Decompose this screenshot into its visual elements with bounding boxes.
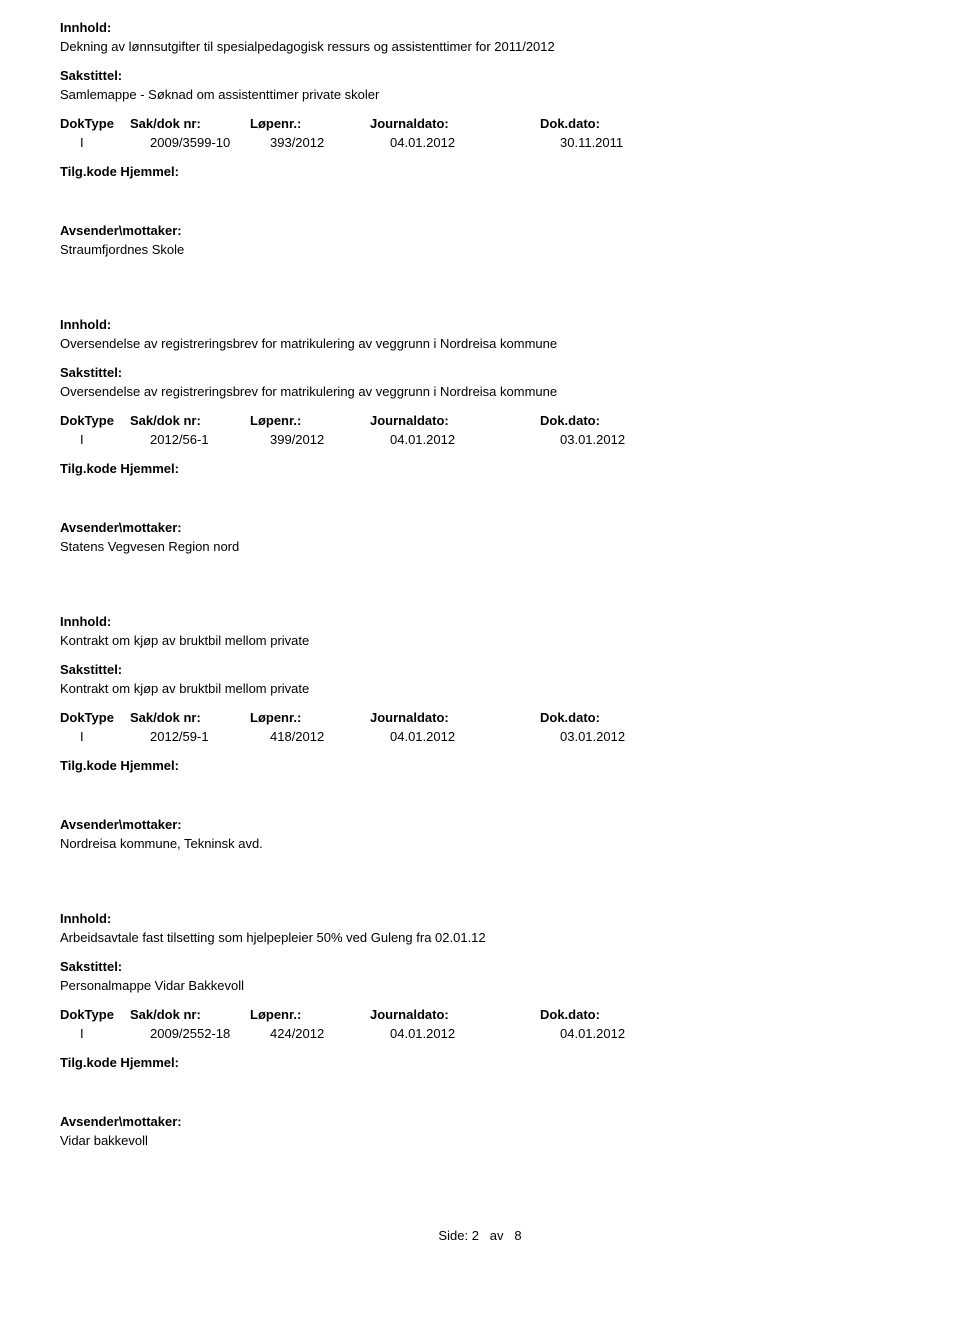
table-data-row: I 2012/56-1 399/2012 04.01.2012 03.01.20… (60, 432, 900, 447)
innhold-text: Arbeidsavtale fast tilsetting som hjelpe… (60, 930, 900, 945)
footer-sep: av (490, 1228, 504, 1243)
header-doktype: DokType (60, 710, 130, 725)
innhold-text: Kontrakt om kjøp av bruktbil mellom priv… (60, 633, 900, 648)
journal-entry: Innhold: Dekning av lønnsutgifter til sp… (60, 20, 900, 257)
cell-dokdato: 30.11.2011 (560, 135, 730, 150)
spacer (60, 490, 900, 520)
header-lopenr: Løpenr.: (250, 1007, 370, 1022)
sakstittel-label: Sakstittel: (60, 68, 900, 83)
footer-total: 8 (514, 1228, 521, 1243)
header-journaldato: Journaldato: (370, 413, 540, 428)
header-saknr: Sak/dok nr: (130, 1007, 250, 1022)
cell-lopenr: 418/2012 (270, 729, 390, 744)
cell-lopenr: 393/2012 (270, 135, 390, 150)
header-dokdato: Dok.dato: (540, 1007, 710, 1022)
avsender-text: Straumfjordnes Skole (60, 242, 900, 257)
spacer (60, 1084, 900, 1114)
cell-saknr: 2012/56-1 (150, 432, 270, 447)
sakstittel-text: Personalmappe Vidar Bakkevoll (60, 978, 900, 993)
header-lopenr: Løpenr.: (250, 116, 370, 131)
header-lopenr: Løpenr.: (250, 413, 370, 428)
table-data-row: I 2009/2552-18 424/2012 04.01.2012 04.01… (60, 1026, 900, 1041)
cell-journaldato: 04.01.2012 (390, 729, 560, 744)
innhold-label: Innhold: (60, 317, 900, 332)
cell-saknr: 2009/3599-10 (150, 135, 270, 150)
avsender-label: Avsender\mottaker: (60, 817, 900, 832)
header-dokdato: Dok.dato: (540, 413, 710, 428)
sakstittel-text: Samlemappe - Søknad om assistenttimer pr… (60, 87, 900, 102)
spacer (60, 193, 900, 223)
journal-entry: Innhold: Kontrakt om kjøp av bruktbil me… (60, 614, 900, 851)
cell-saknr: 2009/2552-18 (150, 1026, 270, 1041)
header-doktype: DokType (60, 413, 130, 428)
header-saknr: Sak/dok nr: (130, 413, 250, 428)
cell-journaldato: 04.01.2012 (390, 1026, 560, 1041)
innhold-label: Innhold: (60, 614, 900, 629)
footer-current: 2 (472, 1228, 479, 1243)
spacer (60, 787, 900, 817)
sakstittel-label: Sakstittel: (60, 959, 900, 974)
header-saknr: Sak/dok nr: (130, 116, 250, 131)
header-journaldato: Journaldato: (370, 116, 540, 131)
innhold-label: Innhold: (60, 911, 900, 926)
header-doktype: DokType (60, 116, 130, 131)
cell-doktype: I (60, 135, 150, 150)
cell-dokdato: 04.01.2012 (560, 1026, 730, 1041)
sakstittel-text: Kontrakt om kjøp av bruktbil mellom priv… (60, 681, 900, 696)
table-data-row: I 2012/59-1 418/2012 04.01.2012 03.01.20… (60, 729, 900, 744)
sakstittel-text: Oversendelse av registreringsbrev for ma… (60, 384, 900, 399)
cell-lopenr: 399/2012 (270, 432, 390, 447)
journal-entry: Innhold: Arbeidsavtale fast tilsetting s… (60, 911, 900, 1148)
table-header-row: DokType Sak/dok nr: Løpenr.: Journaldato… (60, 116, 900, 131)
table-header-row: DokType Sak/dok nr: Løpenr.: Journaldato… (60, 413, 900, 428)
innhold-label: Innhold: (60, 20, 900, 35)
header-journaldato: Journaldato: (370, 710, 540, 725)
tilgkode-label: Tilg.kode Hjemmel: (60, 461, 900, 476)
journal-entry: Innhold: Oversendelse av registreringsbr… (60, 317, 900, 554)
page-footer: Side: 2 av 8 (60, 1228, 900, 1243)
cell-doktype: I (60, 432, 150, 447)
document-page: Innhold: Dekning av lønnsutgifter til sp… (0, 0, 960, 1283)
cell-journaldato: 04.01.2012 (390, 135, 560, 150)
cell-doktype: I (60, 1026, 150, 1041)
header-saknr: Sak/dok nr: (130, 710, 250, 725)
avsender-label: Avsender\mottaker: (60, 1114, 900, 1129)
innhold-text: Oversendelse av registreringsbrev for ma… (60, 336, 900, 351)
avsender-text: Statens Vegvesen Region nord (60, 539, 900, 554)
cell-journaldato: 04.01.2012 (390, 432, 560, 447)
innhold-text: Dekning av lønnsutgifter til spesialpeda… (60, 39, 900, 54)
cell-doktype: I (60, 729, 150, 744)
cell-lopenr: 424/2012 (270, 1026, 390, 1041)
sakstittel-label: Sakstittel: (60, 662, 900, 677)
avsender-text: Vidar bakkevoll (60, 1133, 900, 1148)
avsender-text: Nordreisa kommune, Tekninsk avd. (60, 836, 900, 851)
cell-saknr: 2012/59-1 (150, 729, 270, 744)
table-header-row: DokType Sak/dok nr: Løpenr.: Journaldato… (60, 710, 900, 725)
tilgkode-label: Tilg.kode Hjemmel: (60, 1055, 900, 1070)
avsender-label: Avsender\mottaker: (60, 520, 900, 535)
sakstittel-label: Sakstittel: (60, 365, 900, 380)
header-journaldato: Journaldato: (370, 1007, 540, 1022)
header-doktype: DokType (60, 1007, 130, 1022)
table-data-row: I 2009/3599-10 393/2012 04.01.2012 30.11… (60, 135, 900, 150)
header-dokdato: Dok.dato: (540, 116, 710, 131)
tilgkode-label: Tilg.kode Hjemmel: (60, 164, 900, 179)
table-header-row: DokType Sak/dok nr: Løpenr.: Journaldato… (60, 1007, 900, 1022)
header-dokdato: Dok.dato: (540, 710, 710, 725)
header-lopenr: Løpenr.: (250, 710, 370, 725)
footer-label: Side: (438, 1228, 468, 1243)
cell-dokdato: 03.01.2012 (560, 729, 730, 744)
tilgkode-label: Tilg.kode Hjemmel: (60, 758, 900, 773)
cell-dokdato: 03.01.2012 (560, 432, 730, 447)
avsender-label: Avsender\mottaker: (60, 223, 900, 238)
